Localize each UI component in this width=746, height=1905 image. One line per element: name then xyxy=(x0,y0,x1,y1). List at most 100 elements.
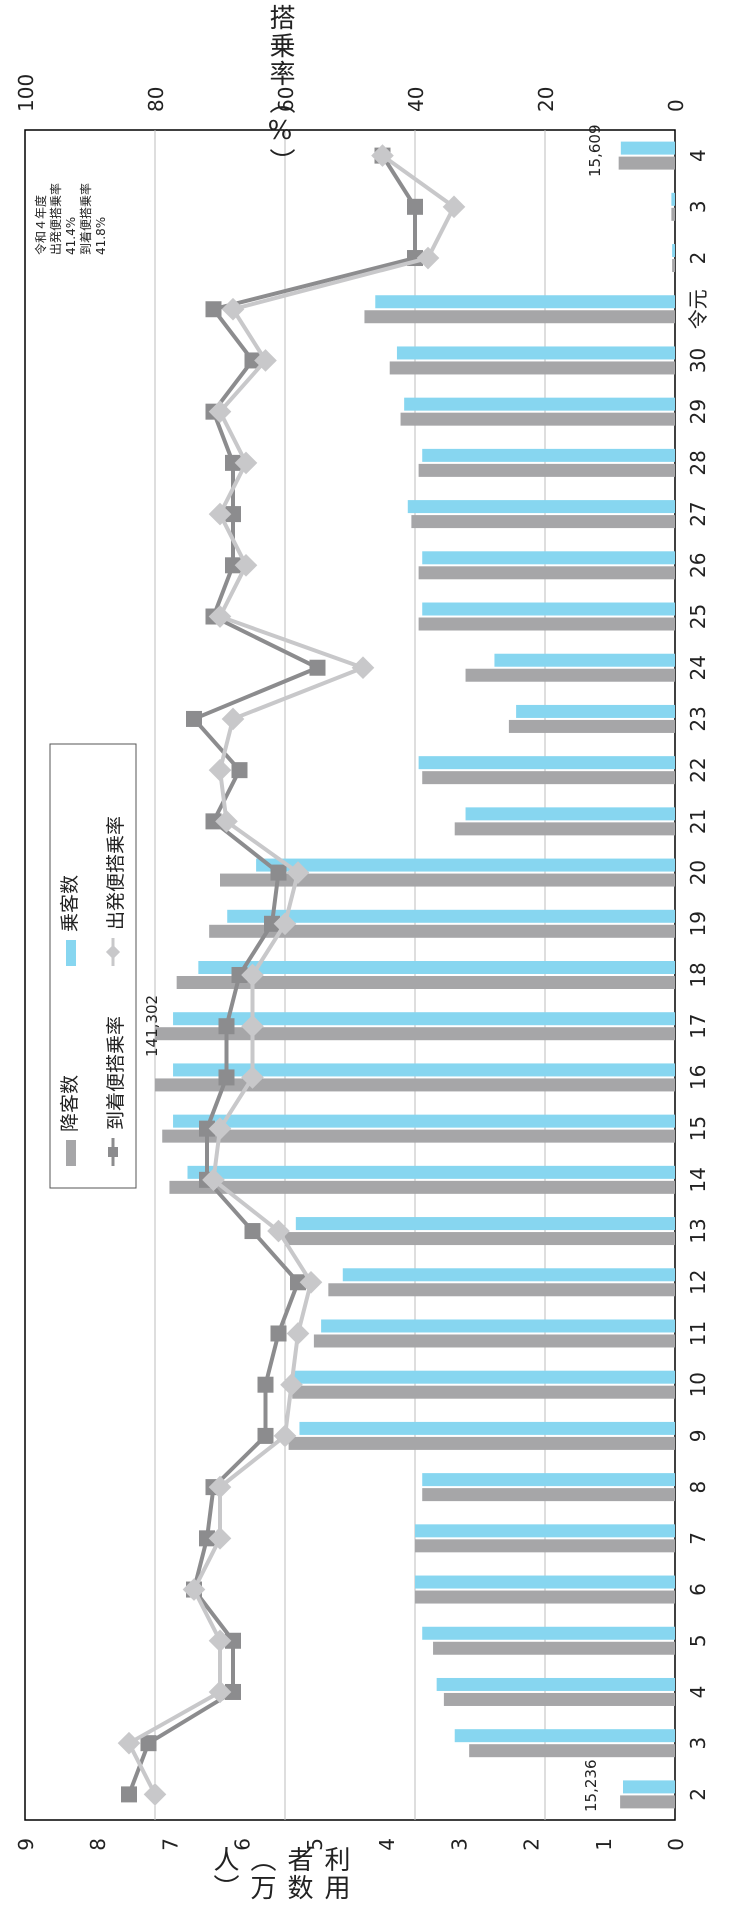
bar-0-25 xyxy=(411,515,675,529)
bar-0-31 xyxy=(671,207,675,221)
category-label-22: 24 xyxy=(686,655,710,680)
legend-item-3: 出発便搭乗率 xyxy=(105,816,127,966)
annotation-peak: 141,302 xyxy=(143,995,161,1057)
category-label-28: 30 xyxy=(686,348,710,373)
bar-1-24 xyxy=(422,551,675,565)
marker-0-29 xyxy=(205,301,222,318)
bar-1-20 xyxy=(418,756,675,770)
bar-0-17 xyxy=(209,924,675,938)
bar-1-1 xyxy=(454,1729,675,1743)
bar-0-27 xyxy=(400,412,675,426)
bar-1-21 xyxy=(516,704,675,718)
bar-1-9 xyxy=(321,1319,675,1333)
bar-0-18 xyxy=(220,873,675,887)
bar-0-26 xyxy=(418,463,675,477)
left-tick-label-4: 4 xyxy=(375,1838,399,1851)
marker-0-8 xyxy=(257,1376,274,1393)
legend-item-1: 乗客数 xyxy=(59,875,81,966)
category-label-30: 2 xyxy=(686,252,710,265)
legend-item-2: 到着便搭乗率 xyxy=(105,1016,127,1166)
category-label-9: 11 xyxy=(686,1321,710,1346)
marker-1-8 xyxy=(280,1373,303,1397)
category-label-32: 4 xyxy=(686,149,710,162)
bar-0-16 xyxy=(176,976,675,989)
legend-swatch-1 xyxy=(66,940,76,966)
annotation-r4-arr-value: 41.8% xyxy=(94,217,108,255)
legend: 降客数 乗客数 到着便搭乗率 出発便搭乗率 xyxy=(49,743,137,1189)
category-label-23: 25 xyxy=(686,604,710,629)
category-label-31: 3 xyxy=(686,200,710,213)
bar-1-7 xyxy=(299,1421,675,1435)
category-label-16: 18 xyxy=(686,962,710,987)
bar-1-18 xyxy=(256,858,675,872)
legend-marker-3 xyxy=(105,944,121,960)
marker-1-18 xyxy=(286,861,310,884)
category-label-25: 27 xyxy=(686,501,710,526)
bar-0-9 xyxy=(313,1334,675,1348)
bar-0-30 xyxy=(672,259,675,273)
category-tick-labels: 2345678910111213141516171819202122232425… xyxy=(686,149,710,1801)
category-label-29: 令元 xyxy=(686,289,710,329)
category-label-11: 13 xyxy=(686,1218,710,1243)
right-tick-label-5: 100 xyxy=(14,74,38,112)
annotation-r4-box: 令和４年度 出発便搭乗率 41.4% 到着便搭乗率 41.8% xyxy=(33,183,108,255)
legend-item-0: 降客数 xyxy=(59,1075,81,1166)
category-label-3: 5 xyxy=(686,1634,710,1647)
right-tick-label-4: 80 xyxy=(144,87,168,112)
category-label-18: 20 xyxy=(686,860,710,885)
category-label-27: 29 xyxy=(686,399,710,424)
left-axis-tick-labels: 0 1 2 3 4 5 6 7 8 9 xyxy=(14,1838,688,1851)
bar-0-20 xyxy=(422,771,675,785)
bar-0-13 xyxy=(162,1129,675,1143)
bar-0-19 xyxy=(454,822,675,836)
category-label-2: 4 xyxy=(686,1686,710,1699)
legend-label-0: 降客数 xyxy=(59,1075,81,1132)
bar-1-3 xyxy=(422,1626,675,1640)
category-label-10: 12 xyxy=(686,1270,710,1295)
bar-0-32 xyxy=(618,156,675,170)
marker-0-9 xyxy=(270,1325,287,1342)
marker-0-21 xyxy=(186,710,202,727)
bar-0-22 xyxy=(465,668,675,682)
marker-1-11 xyxy=(267,1219,290,1243)
bar-0-10 xyxy=(328,1283,675,1297)
marker-0-7 xyxy=(257,1427,274,1444)
marker-0-25 xyxy=(225,506,241,523)
marker-0-14 xyxy=(218,1069,235,1086)
bar-0-7 xyxy=(288,1436,675,1450)
annotation-r4-dep-value: 41.4% xyxy=(64,217,78,255)
bar-1-4 xyxy=(415,1575,675,1589)
bar-1-32 xyxy=(620,141,675,155)
category-label-4: 6 xyxy=(686,1583,710,1596)
marker-0-13 xyxy=(199,1120,215,1137)
bar-0-21 xyxy=(508,719,675,733)
bar-1-10 xyxy=(342,1268,675,1282)
bar-1-5 xyxy=(415,1524,675,1538)
legend-label-3: 出発便搭乗率 xyxy=(105,816,127,930)
marker-0-10 xyxy=(290,1274,306,1291)
bar-1-29 xyxy=(375,295,675,309)
left-tick-label-5: 5 xyxy=(303,1838,327,1851)
left-axis-title: 利用者数（万人） xyxy=(209,1846,350,1902)
bar-0-2 xyxy=(443,1692,675,1706)
marker-0-20 xyxy=(231,762,248,779)
left-tick-label-8: 8 xyxy=(86,1838,110,1851)
bar-1-26 xyxy=(422,448,675,462)
bar-0-1 xyxy=(469,1744,675,1758)
marker-0-3 xyxy=(225,1632,241,1649)
category-label-5: 7 xyxy=(686,1532,710,1545)
category-label-21: 23 xyxy=(686,706,710,731)
bar-1-19 xyxy=(465,807,675,821)
bar-1-2 xyxy=(436,1677,675,1691)
bar-1-25 xyxy=(407,500,675,514)
line-series xyxy=(117,144,466,1806)
bar-0-14 xyxy=(155,1078,675,1092)
marker-1-22 xyxy=(351,656,375,680)
bar-1-28 xyxy=(396,346,675,360)
left-tick-label-3: 3 xyxy=(447,1838,471,1851)
marker-0-28 xyxy=(244,352,261,369)
marker-0-16 xyxy=(231,967,248,983)
bar-0-23 xyxy=(418,617,675,631)
bar-1-16 xyxy=(198,961,676,974)
